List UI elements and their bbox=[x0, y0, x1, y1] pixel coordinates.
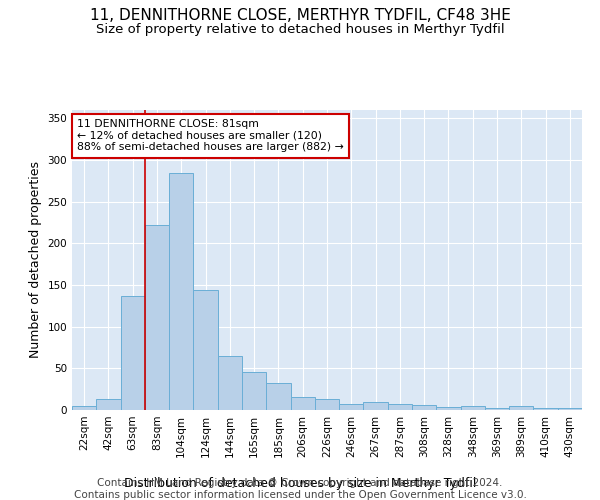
Bar bbox=[121, 296, 145, 410]
Text: Contains HM Land Registry data © Crown copyright and database right 2024.
Contai: Contains HM Land Registry data © Crown c… bbox=[74, 478, 526, 500]
Bar bbox=[412, 405, 436, 410]
Bar bbox=[145, 225, 169, 410]
Text: 11 DENNITHORNE CLOSE: 81sqm
← 12% of detached houses are smaller (120)
88% of se: 11 DENNITHORNE CLOSE: 81sqm ← 12% of det… bbox=[77, 119, 344, 152]
Bar bbox=[509, 406, 533, 410]
Bar bbox=[96, 399, 121, 410]
Y-axis label: Number of detached properties: Number of detached properties bbox=[29, 162, 42, 358]
Bar bbox=[290, 396, 315, 410]
Bar bbox=[169, 174, 193, 410]
Bar bbox=[388, 404, 412, 410]
Text: 11, DENNITHORNE CLOSE, MERTHYR TYDFIL, CF48 3HE: 11, DENNITHORNE CLOSE, MERTHYR TYDFIL, C… bbox=[89, 8, 511, 22]
Bar bbox=[485, 408, 509, 410]
Text: Size of property relative to detached houses in Merthyr Tydfil: Size of property relative to detached ho… bbox=[95, 22, 505, 36]
Bar bbox=[72, 406, 96, 410]
Bar bbox=[266, 382, 290, 410]
Bar bbox=[533, 408, 558, 410]
Bar bbox=[461, 406, 485, 410]
Bar bbox=[558, 408, 582, 410]
Bar bbox=[339, 404, 364, 410]
Text: Distribution of detached houses by size in Merthyr Tydfil: Distribution of detached houses by size … bbox=[124, 477, 476, 490]
Bar bbox=[315, 399, 339, 410]
Bar bbox=[436, 406, 461, 410]
Bar bbox=[193, 290, 218, 410]
Bar bbox=[242, 372, 266, 410]
Bar bbox=[364, 402, 388, 410]
Bar bbox=[218, 356, 242, 410]
